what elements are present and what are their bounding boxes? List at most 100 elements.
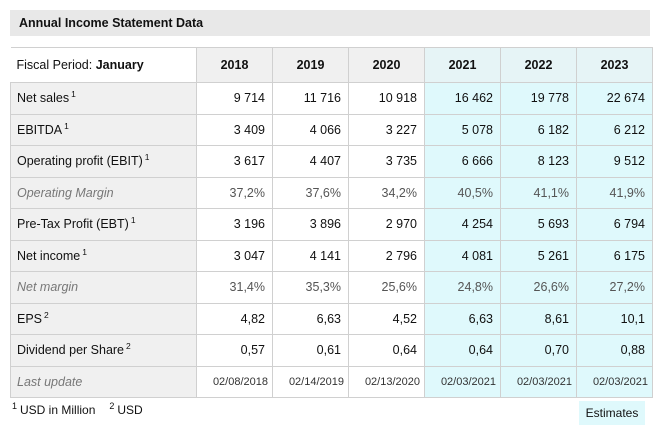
table-cell: 8,61 <box>500 302 577 335</box>
table-cell: 10 918 <box>348 82 425 115</box>
table-cell: 41,1% <box>500 176 577 209</box>
table-row: Last update 02/08/2018 02/14/2019 02/13/202… <box>10 365 653 398</box>
income-statement-table: Fiscal Period: January 2018 2019 2020 2021 2… <box>10 47 653 398</box>
table-cell: 5 261 <box>500 239 577 272</box>
table-cell: 6,63 <box>424 302 501 335</box>
table-cell: 4 141 <box>272 239 349 272</box>
table-cell: 2 970 <box>348 208 425 241</box>
footnote-1-number: 1 <box>12 401 18 411</box>
table-cell: 6 175 <box>576 239 653 272</box>
header-row: Fiscal Period: January 2018 2019 2020 2021 2… <box>10 47 653 83</box>
table-cell: 11 716 <box>272 82 349 115</box>
year-header-2019: 2019 <box>272 47 349 83</box>
row-label-text: Last update <box>17 374 83 389</box>
table-cell: 9 512 <box>576 145 653 178</box>
row-label: EPS 2 <box>10 302 197 335</box>
table-cell: 5 693 <box>500 208 577 241</box>
footnotes: 1 USD in Million 2 USD <box>12 401 143 417</box>
table-row: Dividend per Share 2 0,57 0,61 0,64 0,64 0,70 0… <box>10 334 653 367</box>
table-cell: 02/03/2021 <box>424 365 501 398</box>
fiscal-period-label: Fiscal Period: <box>16 58 93 72</box>
row-label-text: Operating Margin <box>17 185 114 200</box>
row-label-text: Pre-Tax Profit (EBT) <box>17 217 129 232</box>
year-header-2023: 2023 <box>576 47 653 83</box>
table-cell: 0,88 <box>576 334 653 367</box>
table-cell: 3 227 <box>348 113 425 146</box>
table-row: Operating profit (EBIT) 1 3 617 4 407 3 735 6… <box>10 145 653 178</box>
estimates-legend: Estimates <box>579 401 645 425</box>
table-row: Operating Margin 37,2% 37,6% 34,2% 40,5% 41,1… <box>10 176 653 209</box>
table-cell: 4,52 <box>348 302 425 335</box>
table-cell: 0,64 <box>424 334 501 367</box>
row-label-text: Net margin <box>17 280 79 295</box>
table-cell: 3 896 <box>272 208 349 241</box>
year-header-2021: 2021 <box>424 47 501 83</box>
table-row: Net sales 1 9 714 11 716 10 918 16 462 19 778 2… <box>10 82 653 115</box>
table-row: Net margin 31,4% 35,3% 25,6% 24,8% 26,6% 27,2% <box>10 271 653 304</box>
footnote-marker: 1 <box>82 246 87 257</box>
year-header-2022: 2022 <box>500 47 577 83</box>
row-label: Net income 1 <box>10 239 197 272</box>
row-label: Last update <box>10 365 197 398</box>
table-cell: 5 078 <box>424 113 501 146</box>
table-cell: 6 182 <box>500 113 577 146</box>
table-cell: 6 666 <box>424 145 501 178</box>
footnote-marker: 2 <box>44 309 49 320</box>
table-cell: 6,63 <box>272 302 349 335</box>
table-cell: 3 196 <box>196 208 273 241</box>
footnote-marker: 1 <box>71 89 76 100</box>
footnote-2-text: USD <box>117 403 143 417</box>
table-cell: 40,5% <box>424 176 501 209</box>
table-cell: 9 714 <box>196 82 273 115</box>
table-cell: 41,9% <box>576 176 653 209</box>
fiscal-period-value: January <box>95 58 144 72</box>
table-cell: 3 617 <box>196 145 273 178</box>
table-cell: 27,2% <box>576 271 653 304</box>
year-header-2018: 2018 <box>196 47 273 83</box>
table-cell: 4 254 <box>424 208 501 241</box>
table-cell: 0,70 <box>500 334 577 367</box>
table-body: Net sales 1 9 714 11 716 10 918 16 462 19 778 2… <box>10 82 653 398</box>
row-label-text: EBITDA <box>17 122 63 137</box>
table-cell: 4 066 <box>272 113 349 146</box>
table-cell: 34,2% <box>348 176 425 209</box>
row-label: Operating Margin <box>10 176 197 209</box>
table-cell: 0,64 <box>348 334 425 367</box>
footnote-1-text: USD in Million <box>20 403 96 417</box>
table-cell: 3 047 <box>196 239 273 272</box>
section-title: Annual Income Statement Data <box>19 16 204 30</box>
table-row: Pre-Tax Profit (EBT) 1 3 196 3 896 2 970 4 25… <box>10 208 653 241</box>
section-title-bar: Annual Income Statement Data <box>10 10 650 36</box>
table-cell: 02/03/2021 <box>500 365 577 398</box>
footnote-marker: 1 <box>130 215 136 226</box>
table-cell: 4 081 <box>424 239 501 272</box>
table-cell: 4 407 <box>272 145 349 178</box>
row-label: Pre-Tax Profit (EBT) 1 <box>10 208 197 241</box>
table-cell: 02/14/2019 <box>272 365 349 398</box>
table-row: EBITDA 1 3 409 4 066 3 227 5 078 6 182 6 212 <box>10 113 653 146</box>
row-label-text: Operating profit (EBIT) <box>17 154 143 169</box>
table-cell: 16 462 <box>424 82 501 115</box>
table-cell: 24,8% <box>424 271 501 304</box>
table-cell: 02/13/2020 <box>348 365 425 398</box>
table-cell: 10,1 <box>576 302 653 335</box>
footnote-marker: 1 <box>64 120 69 131</box>
fiscal-period-cell: Fiscal Period: January <box>10 47 197 83</box>
table-cell: 19 778 <box>500 82 577 115</box>
row-label: EBITDA 1 <box>10 113 197 146</box>
table-cell: 31,4% <box>196 271 273 304</box>
row-label-text: EPS <box>17 311 43 326</box>
row-label: Operating profit (EBIT) 1 <box>10 145 197 178</box>
table-cell: 6 794 <box>576 208 653 241</box>
table-cell: 22 674 <box>576 82 653 115</box>
table-cell: 3 735 <box>348 145 425 178</box>
table-cell: 8 123 <box>500 145 577 178</box>
table-cell: 2 796 <box>348 239 425 272</box>
table-cell: 0,57 <box>196 334 273 367</box>
table-cell: 37,2% <box>196 176 273 209</box>
table-cell: 6 212 <box>576 113 653 146</box>
footnote-marker: 2 <box>126 341 131 352</box>
table-cell: 3 409 <box>196 113 273 146</box>
table-row: EPS 2 4,82 6,63 4,52 6,63 8,61 10,1 <box>10 302 653 335</box>
table-row: Net income 1 3 047 4 141 2 796 4 081 5 261 6 17… <box>10 239 653 272</box>
